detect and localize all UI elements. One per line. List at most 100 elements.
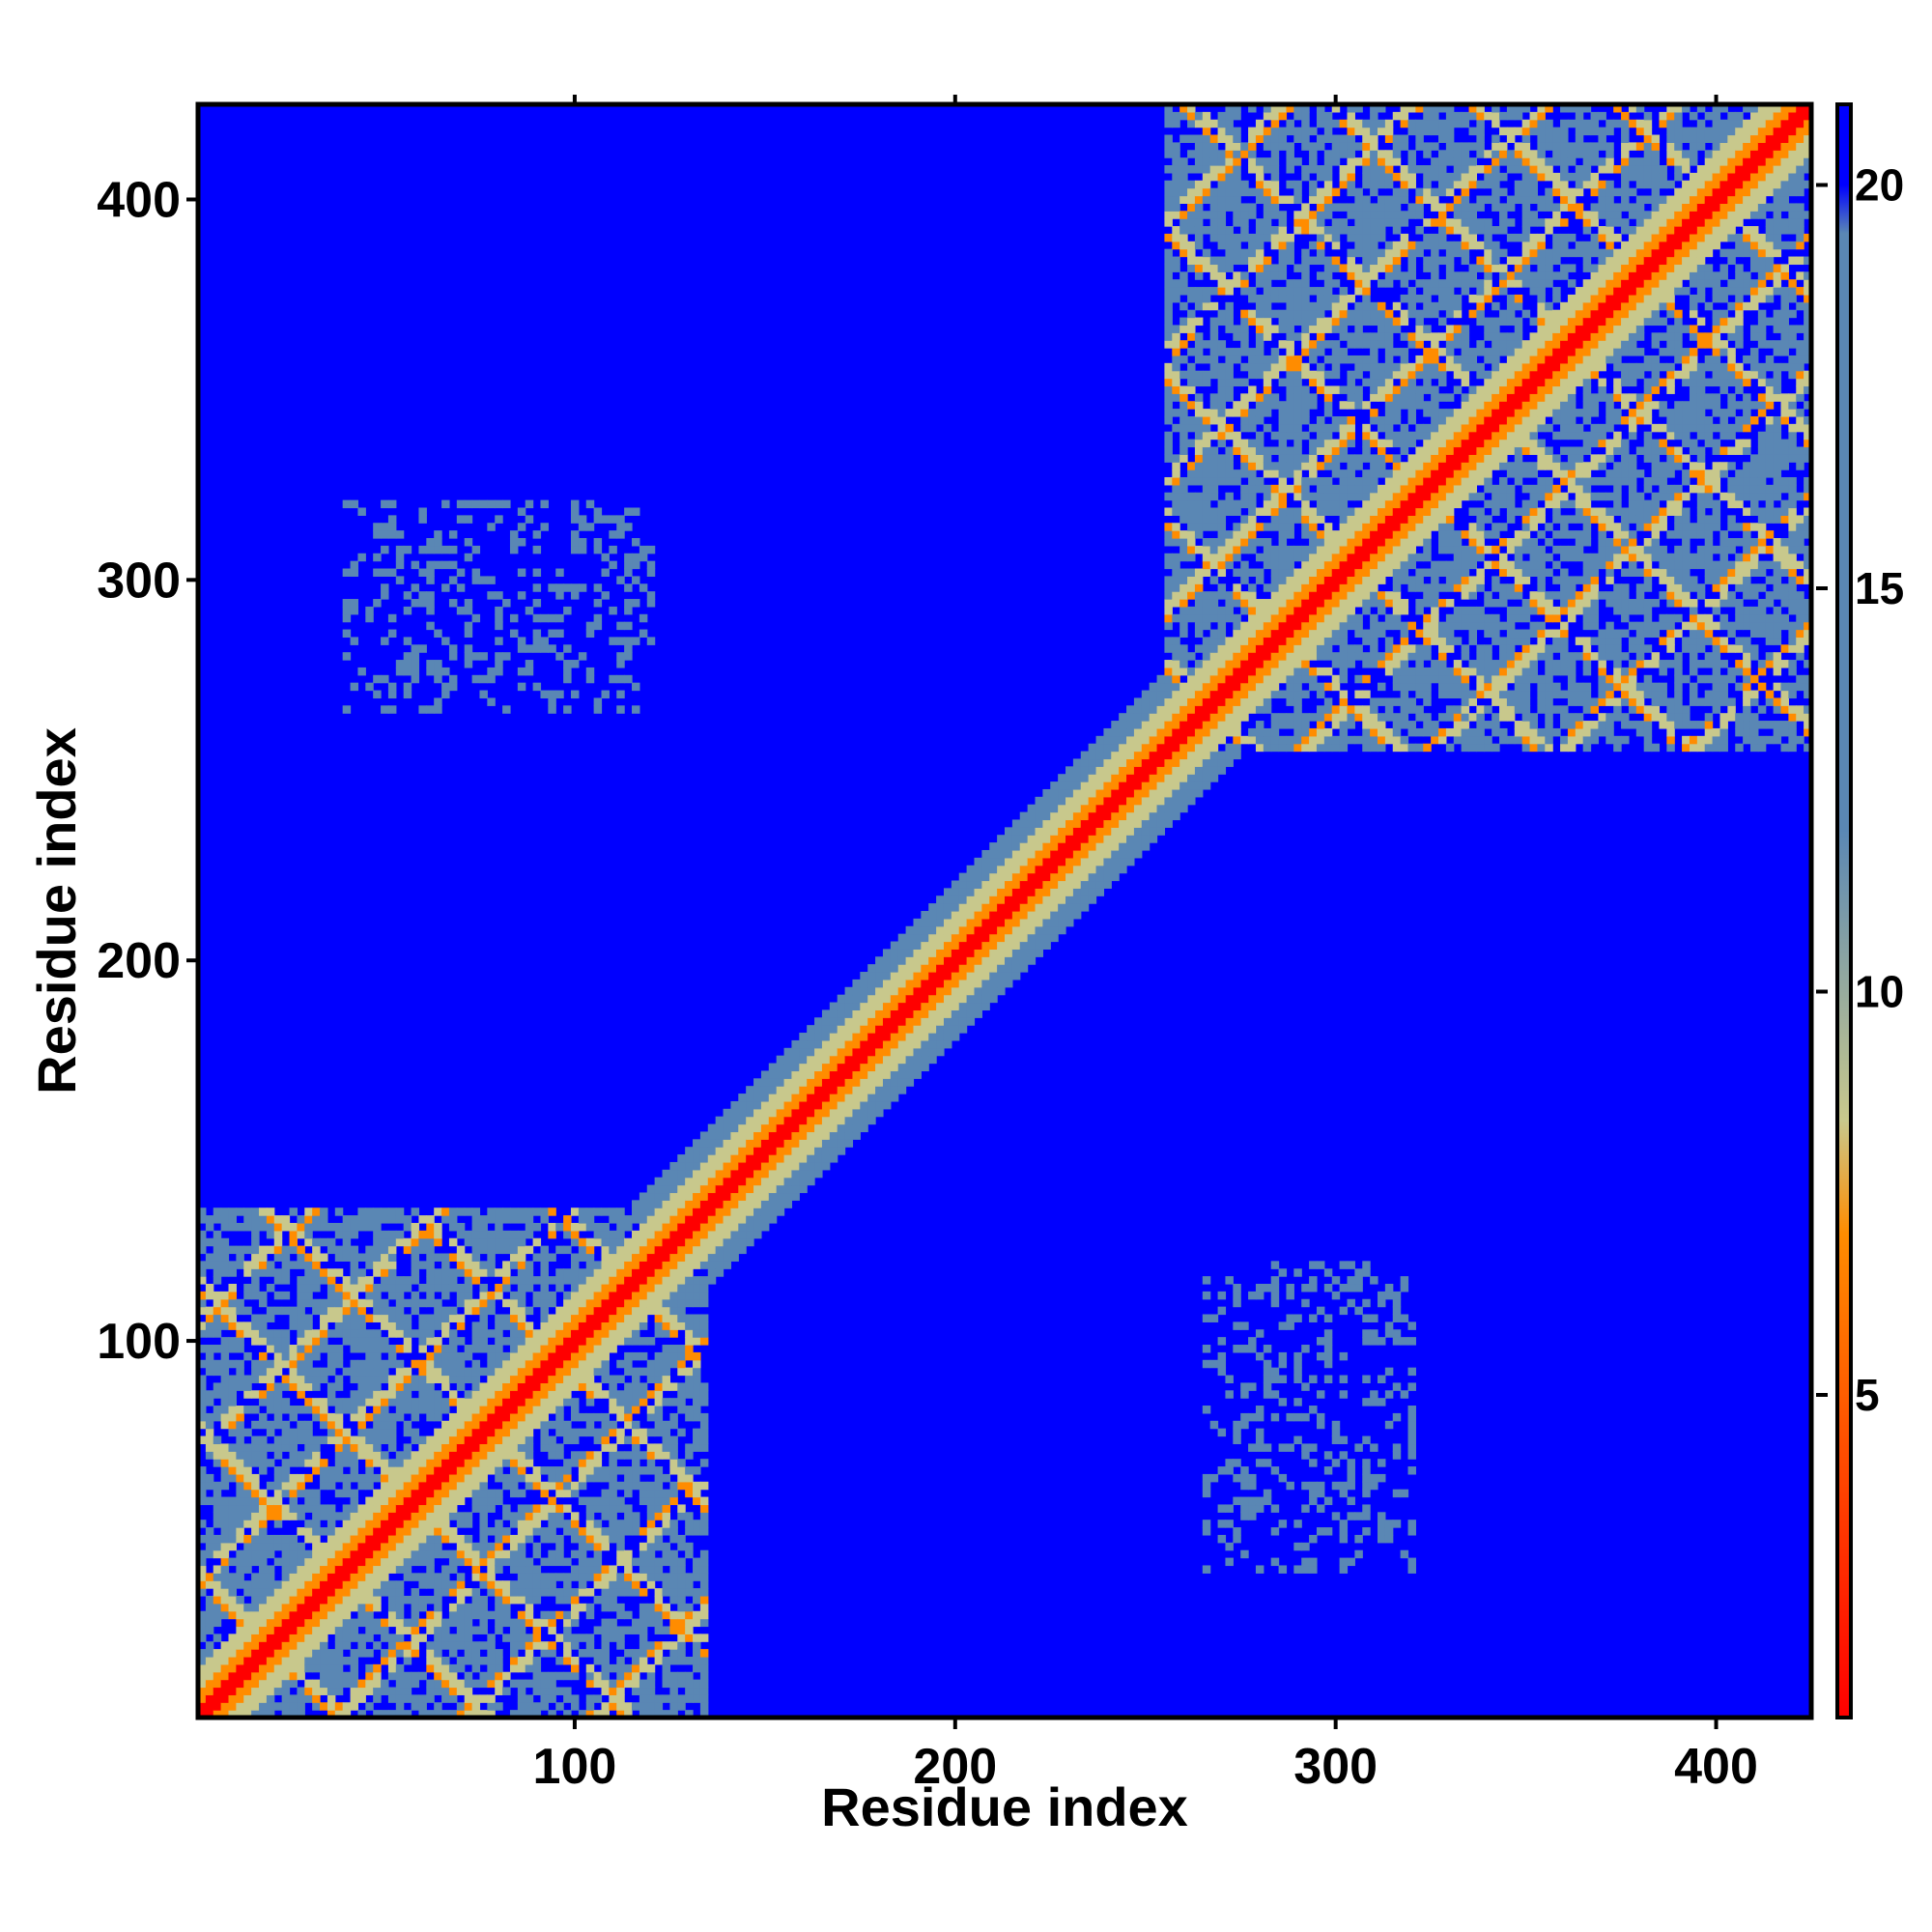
heatmap-cell xyxy=(334,1512,344,1520)
heatmap-cell xyxy=(205,1687,214,1695)
heatmap-cell xyxy=(1065,888,1074,896)
heatmap-cell xyxy=(381,1618,389,1628)
heatmap-cell xyxy=(304,1329,313,1338)
heatmap-cell xyxy=(639,1710,648,1718)
heatmap-cell xyxy=(471,1451,481,1460)
heatmap-cell xyxy=(441,1435,450,1445)
heatmap-cell xyxy=(943,941,952,950)
heatmap-cell xyxy=(669,1626,678,1634)
heatmap-cell xyxy=(1011,857,1021,867)
heatmap-cell xyxy=(715,1123,724,1133)
heatmap-cell xyxy=(578,1573,587,1581)
heatmap-cell xyxy=(304,1687,313,1695)
heatmap-cell xyxy=(312,1641,321,1650)
heatmap-cell xyxy=(578,1268,587,1277)
heatmap-cell xyxy=(327,1382,336,1391)
heatmap-cell xyxy=(297,1649,305,1658)
heatmap-cell xyxy=(342,606,352,615)
heatmap-cell xyxy=(243,1268,252,1277)
heatmap-cell xyxy=(669,1489,678,1498)
heatmap-cell xyxy=(243,1406,252,1414)
heatmap-cell xyxy=(357,1321,366,1330)
heatmap-cell xyxy=(509,1375,519,1383)
heatmap-cell xyxy=(411,1276,420,1285)
heatmap-cell xyxy=(738,1094,747,1102)
heatmap-cell xyxy=(662,1679,670,1689)
heatmap-cell xyxy=(273,1656,283,1665)
heatmap-cell xyxy=(532,1276,542,1285)
heatmap-cell xyxy=(448,1557,458,1567)
heatmap-cell xyxy=(570,1375,580,1383)
heatmap-cell xyxy=(243,1329,252,1338)
heatmap-cell xyxy=(441,1694,450,1703)
heatmap-cell xyxy=(479,1443,488,1452)
heatmap-cell xyxy=(373,1261,382,1269)
heatmap-cell xyxy=(693,1351,701,1361)
heatmap-cell xyxy=(456,583,466,592)
heatmap-cell xyxy=(936,1025,945,1034)
heatmap-cell xyxy=(685,1375,694,1383)
heatmap-cell xyxy=(1065,788,1074,798)
heatmap-cell xyxy=(1080,819,1090,828)
heatmap-cell xyxy=(662,1557,670,1567)
heatmap-cell xyxy=(639,1337,648,1346)
heatmap-cell xyxy=(974,941,982,950)
heatmap-cell xyxy=(662,1245,670,1255)
heatmap-cell xyxy=(814,1131,823,1140)
heatmap-cell xyxy=(365,1663,374,1673)
heatmap-cell xyxy=(259,1534,268,1544)
heatmap-cell xyxy=(236,1298,244,1308)
heatmap-cell xyxy=(585,621,595,631)
heatmap-cell xyxy=(495,1268,503,1277)
heatmap-cell xyxy=(548,583,556,592)
heatmap-cell xyxy=(441,1549,450,1559)
heatmap-cell xyxy=(426,1512,435,1520)
heatmap-cell xyxy=(1050,796,1059,806)
heatmap-cell xyxy=(403,1398,412,1406)
heatmap-cell xyxy=(897,1078,907,1087)
heatmap-cell xyxy=(624,1489,633,1498)
heatmap-cell xyxy=(532,1351,542,1361)
heatmap-cell xyxy=(1111,849,1120,859)
heatmap-cell xyxy=(753,1169,762,1179)
heatmap-cell xyxy=(373,1351,382,1361)
heatmap-cell xyxy=(928,1039,937,1049)
heatmap-cell xyxy=(875,1100,884,1110)
heatmap-cell xyxy=(989,994,998,1004)
heatmap-cell xyxy=(791,1047,800,1057)
heatmap-cell xyxy=(693,1245,701,1255)
heatmap-cell xyxy=(662,1549,670,1559)
heatmap-cell xyxy=(266,1443,275,1452)
heatmap-cell xyxy=(502,599,511,608)
heatmap-cell xyxy=(304,1496,313,1506)
heatmap-cell xyxy=(304,1398,313,1406)
heatmap-cell xyxy=(289,1542,298,1551)
heatmap-cell xyxy=(669,1671,678,1681)
heatmap-cell xyxy=(517,1694,526,1703)
heatmap-cell xyxy=(448,1588,458,1597)
heatmap-cell xyxy=(882,956,892,965)
heatmap-cell xyxy=(768,1070,778,1079)
heatmap-cell xyxy=(807,1086,815,1094)
heatmap-cell xyxy=(1103,865,1112,874)
heatmap-cell xyxy=(601,1580,610,1589)
heatmap-cell xyxy=(228,1283,237,1293)
heatmap-cell xyxy=(699,1390,709,1399)
heatmap-cell xyxy=(532,1382,542,1391)
heatmap-cell xyxy=(205,1321,214,1330)
heatmap-cell xyxy=(852,986,861,996)
heatmap-cell xyxy=(387,1504,397,1513)
heatmap-cell xyxy=(555,1283,564,1293)
heatmap-cell xyxy=(723,1215,732,1224)
heatmap-cell xyxy=(426,1375,435,1383)
heatmap-cell xyxy=(320,1504,328,1513)
heatmap-cell xyxy=(632,1687,640,1695)
heatmap-cell xyxy=(281,1710,291,1718)
heatmap-cell xyxy=(913,979,922,988)
heatmap-cell xyxy=(426,667,435,676)
heatmap-cell xyxy=(844,1047,854,1057)
heatmap-cell xyxy=(715,1237,724,1247)
heatmap-cell xyxy=(662,1215,670,1224)
heatmap-cell xyxy=(251,1557,260,1567)
heatmap-cell xyxy=(943,964,952,973)
